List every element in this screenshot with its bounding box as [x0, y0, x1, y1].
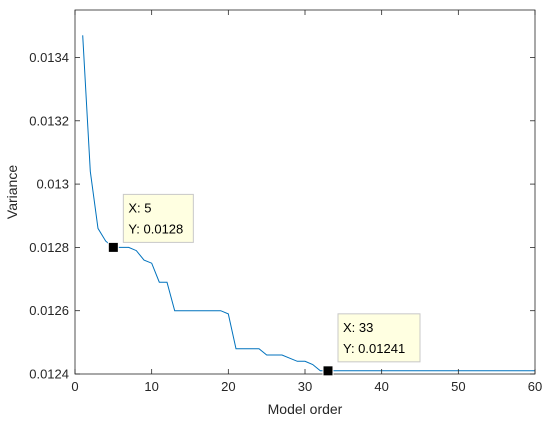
y-tick-label: 0.0128	[29, 240, 69, 255]
x-tick-label: 10	[144, 379, 158, 394]
x-tick-label: 20	[221, 379, 235, 394]
datatip[interactable]: X: 5 Y: 0.0128	[107, 193, 194, 253]
datatip[interactable]: X: 33 Y: 0.01241	[322, 313, 421, 377]
datatip-marker[interactable]	[322, 365, 334, 377]
datatip-marker[interactable]	[107, 241, 119, 253]
series-line	[82, 35, 535, 372]
x-tick-label: 40	[374, 379, 388, 394]
x-tick-label: 0	[71, 379, 78, 394]
datatip-box	[337, 313, 421, 363]
datatip-x-text: X: 5	[128, 200, 151, 215]
x-tick-label: 50	[451, 379, 465, 394]
datatip-x-text: X: 33	[343, 320, 373, 335]
x-axis-label: Model order	[268, 401, 343, 417]
y-tick-label: 0.013	[36, 177, 69, 192]
y-tick-label: 0.0134	[29, 50, 69, 65]
y-tick-label: 0.0126	[29, 303, 69, 318]
x-tick-label: 60	[528, 379, 542, 394]
x-tick-label: 30	[298, 379, 312, 394]
datatip-y-text: Y: 0.0128	[128, 221, 183, 236]
y-axis-label: Variance	[4, 165, 20, 219]
y-tick-label: 0.0132	[29, 113, 69, 128]
datatip-y-text: Y: 0.01241	[343, 341, 405, 356]
plot-area	[75, 10, 535, 374]
y-tick-label: 0.0124	[29, 367, 69, 382]
datatip-box	[122, 193, 194, 243]
